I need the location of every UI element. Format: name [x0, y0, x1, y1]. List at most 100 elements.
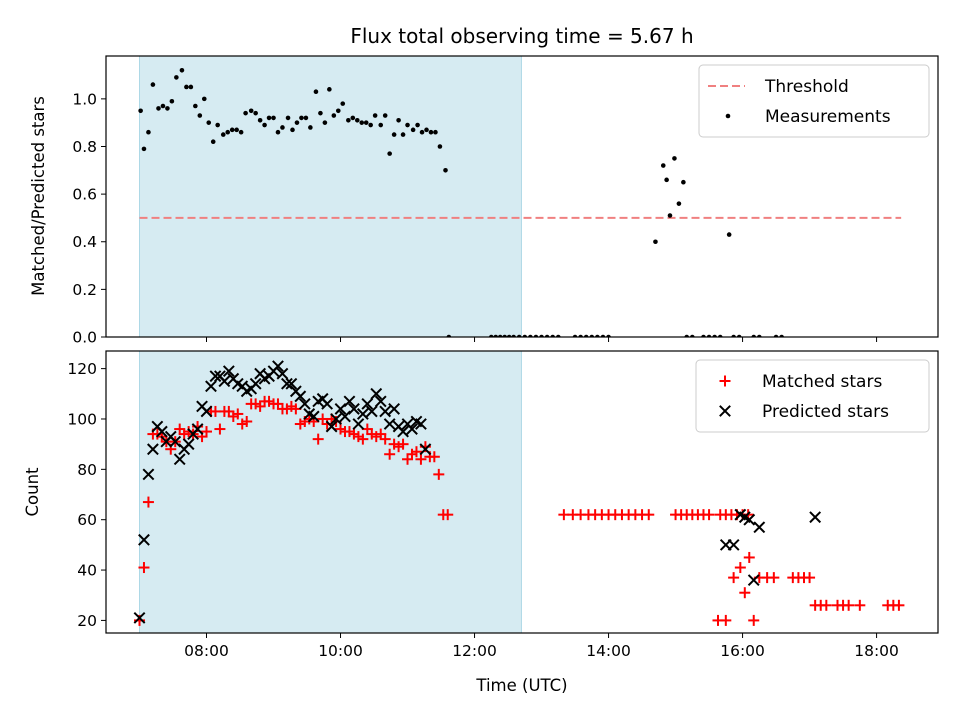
bottom-xtick-label-4: 16:00 — [720, 642, 765, 660]
bottom-point-1-43 — [325, 420, 338, 433]
top-point-0-63 — [428, 129, 434, 135]
bottom-point-1-64 — [419, 443, 432, 456]
top-point-0-45 — [346, 117, 351, 123]
top-point-0-27 — [262, 122, 267, 128]
top-point-0-4 — [156, 106, 161, 111]
top-point-0-43 — [335, 108, 341, 114]
top-point-0-10 — [184, 84, 189, 90]
bottom-xtick-label-3: 14:00 — [586, 642, 631, 660]
bottom-legend-label-0: Matched stars — [762, 372, 882, 392]
top-point-0-94 — [676, 201, 682, 206]
top-point-0-31 — [280, 125, 285, 130]
bottom-point-1-15 — [200, 405, 213, 418]
bottom-point-1-51 — [361, 397, 374, 410]
top-legend: Threshold Measurements — [698, 64, 930, 138]
bottom-ytick-label-1: 40 — [77, 562, 97, 580]
top-point-0-38 — [313, 89, 319, 95]
bottom-point-1-71 — [753, 521, 766, 534]
bottom-point-1-72 — [809, 511, 822, 524]
bottom-point-1-59 — [397, 425, 409, 438]
bottom-point-1-50 — [356, 408, 369, 420]
bottom-chart: 08:00 10:00 12:00 14:00 16:00 18:00 20 40 60 80 10… — [67, 350, 939, 660]
top-point-0-11 — [188, 84, 194, 90]
top-point-0-13 — [197, 113, 203, 118]
bottom-point-0-56 — [384, 448, 396, 460]
bottom-point-0-100 — [739, 587, 751, 599]
top-point-0-62 — [424, 127, 429, 133]
bottom-legend-label-1: Predicted stars — [762, 402, 889, 422]
bottom-point-0-2 — [142, 496, 154, 508]
bottom-point-0-109 — [804, 572, 816, 584]
bottom-point-1-49 — [352, 418, 365, 430]
top-point-0-57 — [400, 132, 406, 137]
top-ytick-label-0: 0.0 — [72, 329, 97, 347]
top-point-0-95 — [681, 179, 686, 185]
bottom-point-1-20 — [222, 365, 235, 378]
bottom-point-1-32 — [276, 367, 289, 380]
top-point-0-64 — [433, 129, 438, 135]
bottom-chart-ylabel: Count — [23, 467, 42, 517]
bottom-xtick-label-5: 18:00 — [854, 642, 899, 660]
bottom-point-1-47 — [343, 395, 356, 408]
bottom-point-0-69 — [442, 509, 454, 521]
top-point-0-3 — [150, 82, 156, 87]
bottom-legend-box — [695, 359, 930, 433]
bottom-point-1-70 — [747, 574, 760, 587]
top-ytick-label-5: 1.0 — [72, 90, 97, 108]
bottom-point-1-56 — [383, 418, 396, 430]
bottom-ytick-label-4: 100 — [67, 410, 97, 428]
bottom-ytick-label-3: 80 — [77, 461, 97, 479]
top-point-0-44 — [340, 101, 346, 106]
top-chart-ylabel: Matched/Predicted stars — [29, 96, 48, 296]
top-point-0-34 — [294, 120, 300, 125]
bottom-observing-window — [139, 351, 522, 633]
top-point-0-48 — [359, 120, 365, 125]
top-point-0-102 — [726, 232, 732, 237]
bottom-series-0 — [134, 395, 905, 626]
top-point-0-2 — [146, 129, 151, 135]
bottom-point-0-82 — [643, 509, 655, 521]
bottom-chart-xlabel: Time (UTC) — [475, 676, 567, 695]
bottom-point-1-34 — [285, 377, 298, 390]
top-point-0-92 — [667, 213, 673, 218]
bottom-point-1-3 — [146, 443, 159, 456]
bottom-point-0-66 — [428, 451, 440, 463]
top-legend-label-0: Threshold — [764, 77, 849, 97]
top-point-0-49 — [363, 120, 369, 125]
top-point-0-24 — [248, 108, 254, 114]
top-point-0-36 — [303, 115, 309, 121]
bottom-point-1-53 — [370, 387, 383, 400]
top-point-0-65 — [437, 144, 443, 149]
top-point-0-56 — [396, 117, 401, 123]
bottom-point-0-1 — [138, 562, 150, 574]
top-point-0-14 — [201, 96, 207, 102]
bottom-point-1-66 — [727, 538, 740, 551]
bottom-point-1-52 — [365, 405, 378, 418]
top-point-0-20 — [229, 127, 235, 133]
top-point-0-30 — [275, 129, 281, 135]
bottom-point-1-57 — [388, 403, 401, 415]
bottom-point-0-116 — [854, 599, 866, 611]
top-point-0-8 — [174, 75, 179, 80]
top-point-0-91 — [664, 177, 669, 183]
top-point-0-39 — [318, 110, 323, 116]
bottom-point-1-36 — [294, 390, 307, 403]
top-legend-swatch-1 — [725, 113, 731, 119]
bottom-xtick-label-1: 10:00 — [318, 642, 363, 660]
top-ytick-label-4: 0.8 — [72, 138, 97, 156]
top-point-0-47 — [354, 117, 360, 123]
top-point-0-32 — [285, 115, 291, 121]
bottom-legend: Matched stars Predicted stars — [695, 359, 930, 433]
bottom-frame — [105, 350, 939, 634]
top-point-0-23 — [243, 110, 248, 116]
bottom-point-1-39 — [307, 410, 320, 423]
bottom-point-0-55 — [379, 433, 391, 445]
bottom-point-1-5 — [155, 425, 168, 438]
bottom-point-1-37 — [298, 397, 311, 410]
top-point-0-37 — [308, 125, 313, 130]
bottom-point-0-89 — [703, 509, 715, 521]
top-ytick-label-1: 0.2 — [72, 281, 97, 299]
bottom-point-1-19 — [218, 375, 231, 388]
top-point-0-46 — [350, 115, 356, 121]
